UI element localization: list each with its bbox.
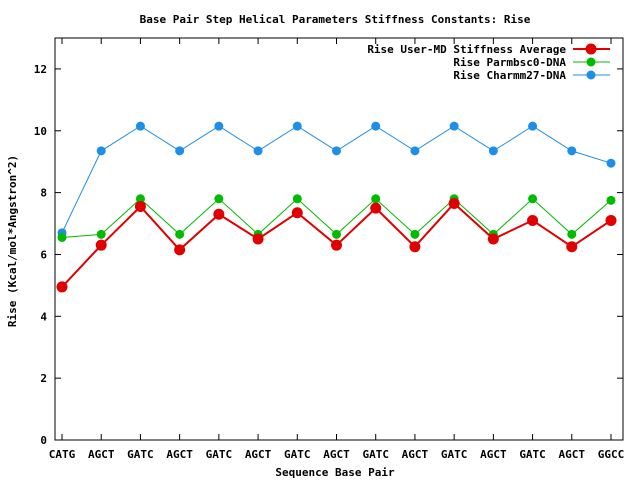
y-tick-label: 8 — [40, 187, 47, 200]
x-tick-label: GATC — [206, 448, 233, 461]
data-point — [175, 146, 185, 156]
data-point — [331, 239, 342, 251]
data-point — [252, 233, 264, 245]
data-point — [528, 121, 538, 131]
data-point — [95, 239, 107, 251]
x-tick-label: AGCT — [402, 448, 429, 461]
x-tick-label: GATC — [519, 448, 546, 461]
data-point — [488, 146, 498, 156]
data-point — [214, 121, 224, 131]
data-point — [332, 229, 341, 239]
x-tick-label: AGCT — [245, 448, 272, 461]
x-tick-label: GATC — [362, 448, 389, 461]
x-tick-label: AGCT — [88, 448, 115, 461]
data-point — [371, 121, 381, 131]
data-point — [567, 229, 577, 239]
data-point — [56, 281, 68, 293]
data-point — [527, 214, 539, 226]
legend-swatch-marker — [586, 57, 596, 67]
y-tick-label: 10 — [34, 125, 47, 138]
data-point — [292, 121, 302, 131]
x-tick-label: CATG — [49, 448, 76, 461]
data-point — [487, 233, 499, 245]
series-2 — [57, 194, 616, 242]
data-point — [174, 244, 186, 256]
data-point — [57, 232, 67, 242]
data-point — [448, 197, 460, 209]
y-tick-label: 4 — [40, 310, 47, 323]
x-axis-label: Sequence Base Pair — [275, 466, 395, 479]
x-tick-label: GATC — [284, 448, 311, 461]
data-point — [370, 202, 382, 214]
chart-title: Base Pair Step Helical Parameters Stiffn… — [140, 13, 531, 26]
data-point — [134, 201, 146, 213]
x-tick-label: GATC — [127, 448, 154, 461]
y-tick-label: 12 — [34, 63, 47, 76]
series-layer — [56, 121, 617, 293]
y-tick-label: 2 — [40, 372, 47, 385]
x-tick-label: AGCT — [480, 448, 507, 461]
legend-label: Rise Charmm27-DNA — [453, 69, 566, 82]
y-tick-label: 6 — [40, 248, 47, 261]
data-point — [567, 146, 577, 156]
legend-swatch-marker — [586, 70, 596, 80]
data-point — [449, 121, 459, 131]
data-point — [605, 214, 617, 226]
data-point — [135, 121, 145, 131]
data-point — [175, 229, 185, 239]
data-point — [410, 229, 420, 239]
plot-frame — [54, 37, 624, 441]
data-point — [409, 241, 421, 253]
y-axis-label: Rise (Kcal/mol*Angstron^2) — [6, 155, 19, 327]
data-point — [410, 146, 420, 156]
x-tick-label: AGCT — [559, 448, 586, 461]
series-1 — [56, 197, 617, 293]
data-point — [96, 146, 106, 156]
data-point — [332, 146, 341, 156]
data-point — [292, 194, 302, 204]
data-point — [371, 194, 381, 204]
data-point — [606, 195, 616, 205]
data-point — [213, 208, 225, 220]
data-point — [135, 194, 145, 204]
data-point — [528, 194, 538, 204]
x-tick-label: GATC — [441, 448, 468, 461]
axes: 0 2 4 6 8 10 12 CATG AGCT GATC AGCT GATC AGCT GATC AGC… — [34, 37, 625, 461]
x-tick-label: AGCT — [323, 448, 350, 461]
data-point — [96, 229, 106, 239]
x-tick-label: GGCC — [598, 448, 625, 461]
data-point — [214, 194, 224, 204]
y-tick-label: 0 — [40, 434, 47, 447]
x-tick-label: AGCT — [166, 448, 193, 461]
data-point — [291, 207, 303, 219]
data-point — [606, 158, 616, 168]
legend-label: Rise User-MD Stiffness Average — [367, 43, 566, 56]
series-3 — [57, 121, 616, 238]
legend-swatch-marker — [585, 43, 597, 55]
legend-label: Rise Parmbsc0-DNA — [453, 56, 566, 69]
data-point — [566, 241, 578, 253]
data-point — [253, 146, 263, 156]
